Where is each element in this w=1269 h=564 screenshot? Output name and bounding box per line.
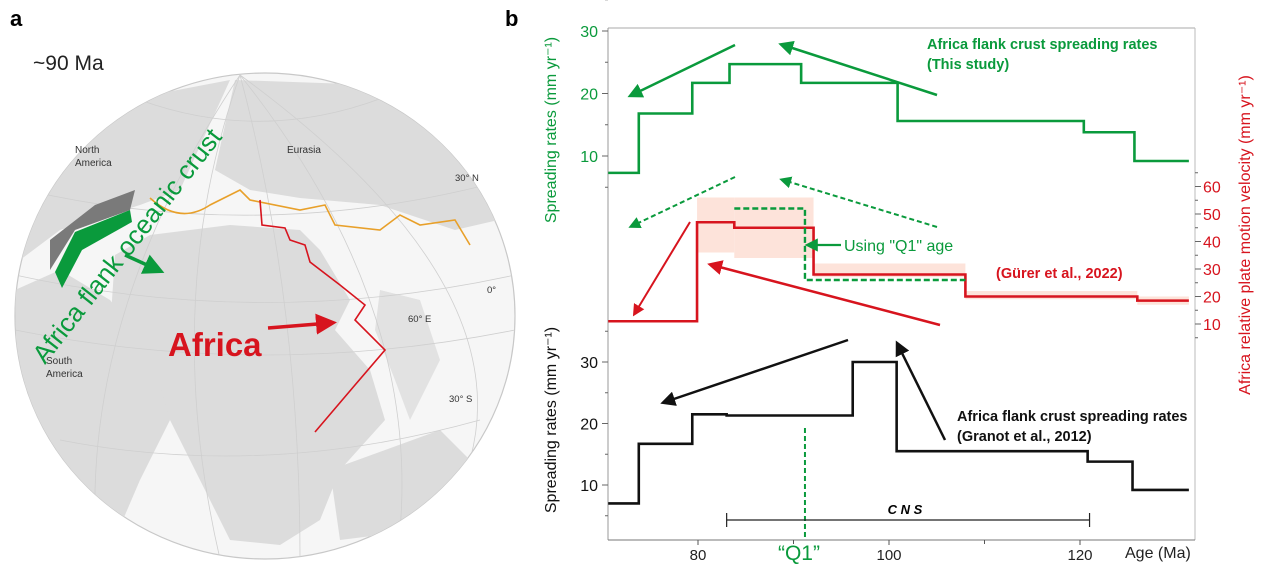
arrow-black-2 — [895, 340, 947, 441]
y-tick-label: 60 — [1203, 180, 1221, 197]
series-label-this-study-1: Africa flank crust spreading rates — [927, 37, 1157, 53]
y-tick-label: 50 — [1203, 207, 1221, 224]
y-tick-label: 30 — [580, 355, 598, 372]
series-label-gurer: (Gürer et al., 2022) — [996, 266, 1123, 282]
label-30n: 30° N — [455, 173, 479, 184]
panel-letter-b: b — [505, 6, 518, 31]
arrow-red-1 — [632, 221, 691, 317]
y-tick-label: 10 — [580, 149, 598, 166]
suture-orange — [149, 189, 471, 246]
y-axis-title-top: Spreading rates (mm yr⁻¹) — [543, 37, 560, 223]
series-line-0 — [608, 62, 1189, 175]
y-tick-label: 30 — [1203, 262, 1221, 279]
plate-boundary-red — [259, 199, 387, 433]
series-label-granot-1: Africa flank crust spreading rates — [957, 409, 1187, 425]
panel-b: b 80 100 120 10 20 30 10 20 30 40 50 60 10 20 30 — [505, 0, 1254, 564]
x-tick-label: 120 — [1067, 547, 1092, 564]
label-60e: 60° E — [408, 314, 431, 325]
x-tick-label: 80 — [690, 547, 707, 564]
africa-flank-oceanic-crust — [55, 210, 132, 288]
series-line-3 — [608, 360, 1189, 505]
y-tick-label: 20 — [580, 87, 598, 104]
label-north-america-2: America — [75, 158, 112, 169]
panel-letter-a: a — [10, 6, 23, 31]
uncertainty-band-3 — [965, 291, 1138, 300]
cns-bar: C N S — [726, 502, 1091, 527]
label-north-america-1: North — [75, 145, 99, 156]
land-africa — [110, 225, 385, 545]
x-tick-label: 100 — [876, 547, 901, 564]
ticks: 80 100 120 10 20 30 10 20 30 40 50 60 10 20 30 — [580, 0, 1221, 564]
red-arrow — [267, 313, 337, 335]
arrow-green-1 — [627, 43, 736, 98]
arrow-black-1 — [660, 338, 849, 406]
ridge-grey-crust — [50, 190, 135, 270]
cns-label: C N S — [888, 502, 923, 517]
land-india-madagascar — [375, 290, 440, 420]
axes — [607, 27, 1196, 541]
land-antarctica-australia — [330, 430, 480, 540]
globe: North America Eurasia South America 30° … — [14, 72, 516, 560]
y-tick-label: 20 — [1203, 290, 1221, 307]
label-africa: Africa — [168, 326, 262, 363]
q1-label: “Q1” — [778, 542, 820, 564]
label-eurasia: Eurasia — [287, 145, 321, 156]
graticule — [15, 74, 515, 559]
age-label: ~90 Ma — [33, 52, 104, 75]
arrow-red-2 — [707, 260, 941, 327]
green-arrow — [124, 253, 165, 274]
series-label-this-study-2: (This study) — [927, 57, 1009, 73]
label-south-america-2: America — [46, 369, 83, 380]
label-south-america-1: South — [46, 356, 72, 367]
y-tick-label: 10 — [580, 478, 598, 495]
y-axis-title-right: Africa relative plate motion velocity (m… — [1237, 75, 1254, 395]
y-tick-label: 30 — [580, 24, 598, 41]
y-tick-label: 10 — [1203, 317, 1221, 334]
arrow-green-dashed-2 — [779, 176, 938, 228]
label-30s: 30° S — [449, 394, 472, 405]
series-label-q1: Using "Q1" age — [844, 238, 953, 255]
y-tick-label: 40 — [1203, 235, 1221, 252]
x-axis-title: Age (Ma) — [1125, 545, 1191, 562]
label-equator: 0° — [487, 285, 496, 296]
annotation-arrows — [627, 40, 947, 441]
y-axis-title-bottom: Spreading rates (mm yr⁻¹) — [543, 327, 560, 513]
series-label-granot-2: (Granot et al., 2012) — [957, 429, 1092, 445]
series-lines — [608, 62, 1189, 505]
arrow-green-2 — [778, 40, 938, 97]
y-tick-label: 20 — [580, 417, 598, 434]
panel-a: a ~90 Ma — [10, 6, 516, 560]
uncertainty-band-0 — [697, 197, 735, 253]
arrow-green-dashed-1 — [628, 176, 736, 228]
